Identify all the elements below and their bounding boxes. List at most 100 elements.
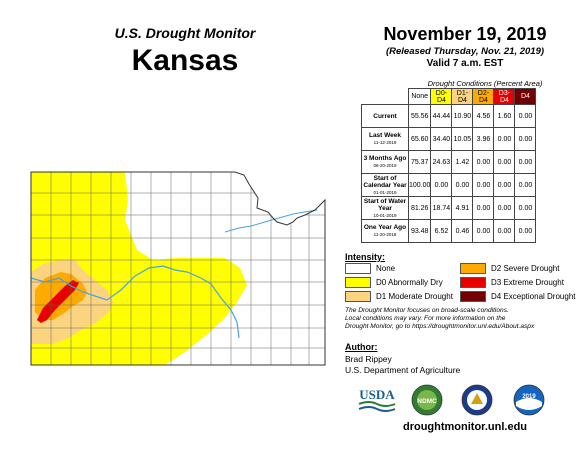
ndmc-logo-text: NDMC bbox=[417, 398, 437, 405]
table-cell: 10.90 bbox=[451, 104, 474, 128]
table-cell: 4.56 bbox=[472, 104, 495, 128]
website-link[interactable]: droughtmonitor.unl.edu bbox=[402, 421, 528, 433]
valid-time: Valid 7 a.m. EST bbox=[426, 58, 504, 69]
legend-title: Intensity: bbox=[345, 252, 386, 262]
release-date: (Released Thursday, Nov. 21, 2019) bbox=[385, 46, 545, 57]
legend-item-d1: D1 Moderate Drought bbox=[345, 291, 453, 303]
drought-conditions-table: None D0-D4 D1-D4 D2-D4 D3-D4 D4 Current … bbox=[361, 88, 537, 243]
kansas-drought-map bbox=[30, 171, 326, 366]
table-cell: 0.00 bbox=[493, 127, 516, 151]
table-cell: 24.63 bbox=[430, 150, 453, 174]
table-cell: 55.56 bbox=[407, 104, 432, 128]
table-cell: 75.37 bbox=[407, 150, 432, 174]
table-cell: 0.00 bbox=[451, 173, 474, 197]
table-cell: 44.44 bbox=[430, 104, 453, 128]
table-cell: 6.52 bbox=[430, 219, 453, 243]
row-label: Start of Water Year 10-01-2019 bbox=[361, 196, 409, 220]
table-cell: 0.00 bbox=[472, 219, 495, 243]
table-row: One Year Ago 11-20-2018 93.48 6.52 0.46 0… bbox=[361, 219, 537, 243]
table-cell: 81.26 bbox=[407, 196, 432, 220]
table-cell: 3.96 bbox=[472, 127, 495, 151]
table-cell: 0.00 bbox=[514, 196, 537, 220]
table-cell: 65.60 bbox=[407, 127, 432, 151]
table-cell: 0.00 bbox=[514, 104, 537, 128]
table-cell: 0.00 bbox=[493, 150, 516, 174]
table-cell: 10.05 bbox=[451, 127, 474, 151]
legend-swatch bbox=[460, 291, 486, 303]
legend-swatch bbox=[460, 277, 486, 289]
header-d0-d4: D0-D4 bbox=[430, 88, 453, 105]
doc-seal-logo bbox=[461, 384, 493, 416]
table-cell: 100.00 bbox=[407, 173, 432, 197]
legend-item-d2: D2 Severe Drought bbox=[460, 263, 559, 275]
table-row: 3 Months Ago 08-20-2019 75.37 24.63 1.42 … bbox=[361, 150, 537, 174]
table-cell: 0.00 bbox=[472, 196, 495, 220]
table-cell: 0.00 bbox=[472, 150, 495, 174]
author-heading: Author: bbox=[345, 342, 378, 352]
noaa-logo: 2019 bbox=[513, 384, 545, 416]
header-d3-d4: D3-D4 bbox=[493, 88, 516, 105]
kansas-river bbox=[224, 209, 318, 233]
table-cell: 1.42 bbox=[451, 150, 474, 174]
table-cell: 0.00 bbox=[493, 173, 516, 197]
state-outline bbox=[30, 171, 326, 366]
table-cell: 0.00 bbox=[514, 219, 537, 243]
ndmc-logo: NDMC bbox=[411, 384, 443, 416]
author-organization: U.S. Department of Agriculture bbox=[345, 365, 461, 375]
table-row: Last Week 11-12-2019 65.60 34.40 10.05 3.… bbox=[361, 127, 537, 151]
legend-item-d3: D3 Extreme Drought bbox=[460, 277, 564, 289]
row-label: Start of Calendar Year 01-01-2019 bbox=[361, 173, 409, 197]
usda-logo: USDA bbox=[357, 386, 397, 414]
usda-logo-text: USDA bbox=[359, 387, 395, 402]
table-row: Current 55.56 44.44 10.90 4.56 1.60 0.00 bbox=[361, 104, 537, 128]
row-label: Current bbox=[361, 104, 409, 128]
arkansas-river bbox=[30, 265, 240, 339]
table-cell: 18.74 bbox=[430, 196, 453, 220]
table-header-row: None D0-D4 D1-D4 D2-D4 D3-D4 D4 bbox=[362, 88, 537, 105]
state-title: Kansas bbox=[131, 44, 239, 77]
legend-label: D0 Abnormally Dry bbox=[376, 278, 443, 287]
legend-item-d0: D0 Abnormally Dry bbox=[345, 277, 443, 289]
legend-item-d4: D4 Exceptional Drought bbox=[460, 291, 576, 303]
table-cell: 0.00 bbox=[514, 173, 537, 197]
legend-item-none: None bbox=[345, 263, 396, 275]
d3-area bbox=[37, 280, 79, 323]
header-d1-d4: D1-D4 bbox=[451, 88, 474, 105]
header-none: None bbox=[407, 88, 432, 105]
map-date: November 19, 2019 bbox=[383, 24, 547, 44]
row-label: One Year Ago 11-20-2018 bbox=[361, 219, 409, 243]
table-cell: 1.60 bbox=[493, 104, 516, 128]
table-cell: 0.00 bbox=[514, 150, 537, 174]
row-label: Last Week 11-12-2019 bbox=[361, 127, 409, 151]
legend-label: None bbox=[376, 264, 396, 273]
row-label: 3 Months Ago 08-20-2019 bbox=[361, 150, 409, 174]
header-d4: D4 bbox=[514, 88, 537, 105]
note-line: Local conditions may vary. For more info… bbox=[345, 315, 506, 323]
table-cell: 0.00 bbox=[472, 173, 495, 197]
noaa-logo-text: 2019 bbox=[522, 394, 536, 400]
corner-cell bbox=[362, 89, 409, 105]
table-cell: 93.48 bbox=[407, 219, 432, 243]
map-subtitle: U.S. Drought Monitor bbox=[114, 25, 256, 41]
table-cell: 0.00 bbox=[514, 127, 537, 151]
table-cell: 0.00 bbox=[430, 173, 453, 197]
legend-swatch bbox=[345, 263, 371, 275]
table-row: Start of Water Year 10-01-2019 81.26 18.7… bbox=[361, 196, 537, 220]
legend-swatch bbox=[345, 291, 371, 303]
note-line: The Drought Monitor focuses on broad-sca… bbox=[345, 307, 509, 314]
table-cell: 0.00 bbox=[493, 219, 516, 243]
legend-label: D4 Exceptional Drought bbox=[491, 292, 576, 301]
legend-label: D3 Extreme Drought bbox=[491, 278, 564, 287]
legend-label: D1 Moderate Drought bbox=[376, 292, 453, 301]
table-cell: 0.46 bbox=[451, 219, 474, 243]
table-cell: 34.40 bbox=[430, 127, 453, 151]
header-d2-d4: D2-D4 bbox=[472, 88, 495, 105]
table-cell: 4.91 bbox=[451, 196, 474, 220]
note-line: Drought Monitor, go to https://droughtmo… bbox=[345, 323, 535, 331]
legend-swatch bbox=[345, 277, 371, 289]
table-row: Start of Calendar Year 01-01-2019 100.00 … bbox=[361, 173, 537, 197]
table-caption: Drought Conditions (Percent Area) bbox=[427, 79, 543, 88]
table-cell: 0.00 bbox=[493, 196, 516, 220]
author-name: Brad Rippey bbox=[345, 354, 392, 364]
disclaimer-note: The Drought Monitor focuses on broad-sca… bbox=[345, 307, 570, 332]
